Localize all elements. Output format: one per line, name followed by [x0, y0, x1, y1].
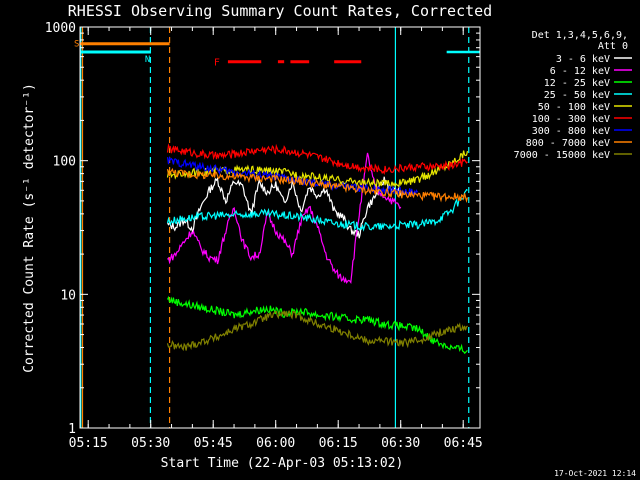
- y-axis-label: Corrected Count Rate (s⁻¹ detector⁻¹): [22, 83, 37, 373]
- x-tick-label: 05:15: [69, 436, 108, 451]
- legend-label: 25 - 50 keV: [544, 90, 610, 101]
- legend-label: 12 - 25 keV: [544, 78, 610, 89]
- series-line: [167, 176, 402, 239]
- x-tick-label: 05:30: [131, 436, 170, 451]
- flag-label: N: [145, 55, 150, 65]
- x-tick-label: 06:15: [319, 436, 358, 451]
- plot-frame: [79, 26, 481, 429]
- legend-label: 300 - 800 keV: [532, 126, 610, 137]
- legend-label: 6 - 12 keV: [550, 66, 610, 77]
- legend-label: 800 - 7000 keV: [526, 138, 610, 149]
- legend-label: 50 - 100 keV: [538, 102, 610, 113]
- series-line: [166, 188, 468, 232]
- flare-label: F: [214, 58, 220, 69]
- y-tick-label: 1: [68, 422, 76, 437]
- series-line: [166, 143, 468, 175]
- legend-header: Att 0: [598, 41, 628, 52]
- x-tick-label: 06:30: [381, 436, 420, 451]
- x-tick-label: 05:45: [194, 436, 233, 451]
- series-line: [166, 309, 468, 352]
- series-line: [166, 167, 469, 204]
- y-tick-label: 10: [60, 288, 76, 303]
- flag-label: S: [74, 40, 79, 50]
- legend-label: 100 - 300 keV: [532, 114, 610, 125]
- x-tick-label: 06:45: [444, 436, 483, 451]
- x-tick-label: 06:00: [256, 436, 295, 451]
- y-tick-label: 100: [53, 155, 76, 170]
- series-line: [166, 295, 468, 354]
- legend-header: Det 1,3,4,5,6,9,: [532, 30, 628, 41]
- x-axis-label: Start Time (22-Apr-03 05:13:02): [161, 456, 404, 471]
- y-tick-label: 1000: [45, 21, 76, 36]
- chart-title: RHESSI Observing Summary Count Rates, Co…: [68, 2, 492, 20]
- legend-label: 3 - 6 keV: [556, 54, 610, 65]
- footer-timestamp: 17-Oct-2021 12:14: [554, 469, 636, 478]
- legend-label: 7000 - 15000 keV: [514, 150, 610, 161]
